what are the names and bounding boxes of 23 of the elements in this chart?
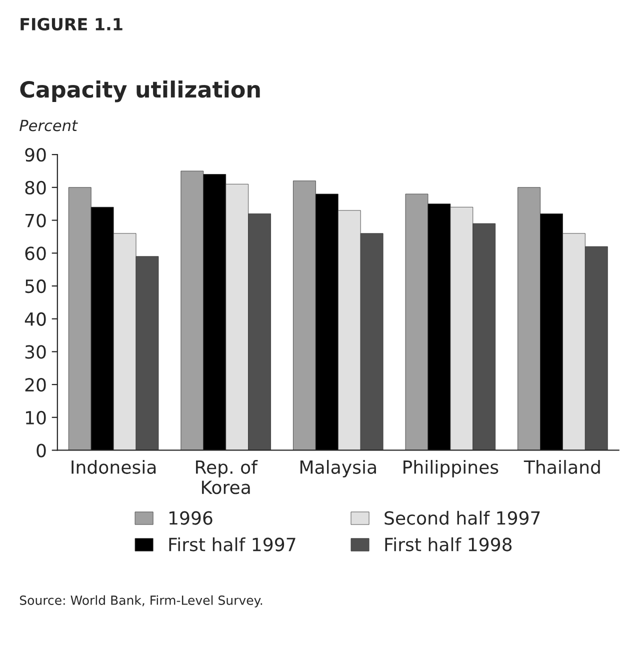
x-tick-label: Malaysia <box>300 460 376 478</box>
y-tick-label: 30 <box>25 345 46 359</box>
y-tick-label: 50 <box>25 279 46 294</box>
legend-label: First half 1998 <box>385 537 512 552</box>
x-tick-label: Philippines <box>404 460 498 478</box>
chart-title: Capacity utilization <box>20 80 260 102</box>
y-tick-label: 90 <box>25 148 46 162</box>
legend-label: Second half 1997 <box>384 510 540 525</box>
y-tick-label: 40 <box>24 312 46 326</box>
y-tick-label: 60 <box>25 246 46 260</box>
y-tick-label: 80 <box>25 180 46 195</box>
caption: FIGURE 1.1 <box>20 18 122 30</box>
x-tick-label: Thailand <box>524 460 600 474</box>
source-note: Source: World Bank, Firm-Level Survey. <box>20 595 262 608</box>
y-axis-title: Percent <box>20 120 78 132</box>
x-tick-label: Rep. of Korea <box>196 460 258 494</box>
y-tick-label: 20 <box>25 378 46 392</box>
legend-label: First half 1997 <box>169 537 296 552</box>
x-tick-label: Indonesia <box>72 460 156 474</box>
y-tick-label: 70 <box>26 214 46 228</box>
y-tick-label: 0 <box>36 444 46 458</box>
legend-label: 1996 <box>170 511 212 525</box>
y-tick-label: 10 <box>26 410 46 425</box>
